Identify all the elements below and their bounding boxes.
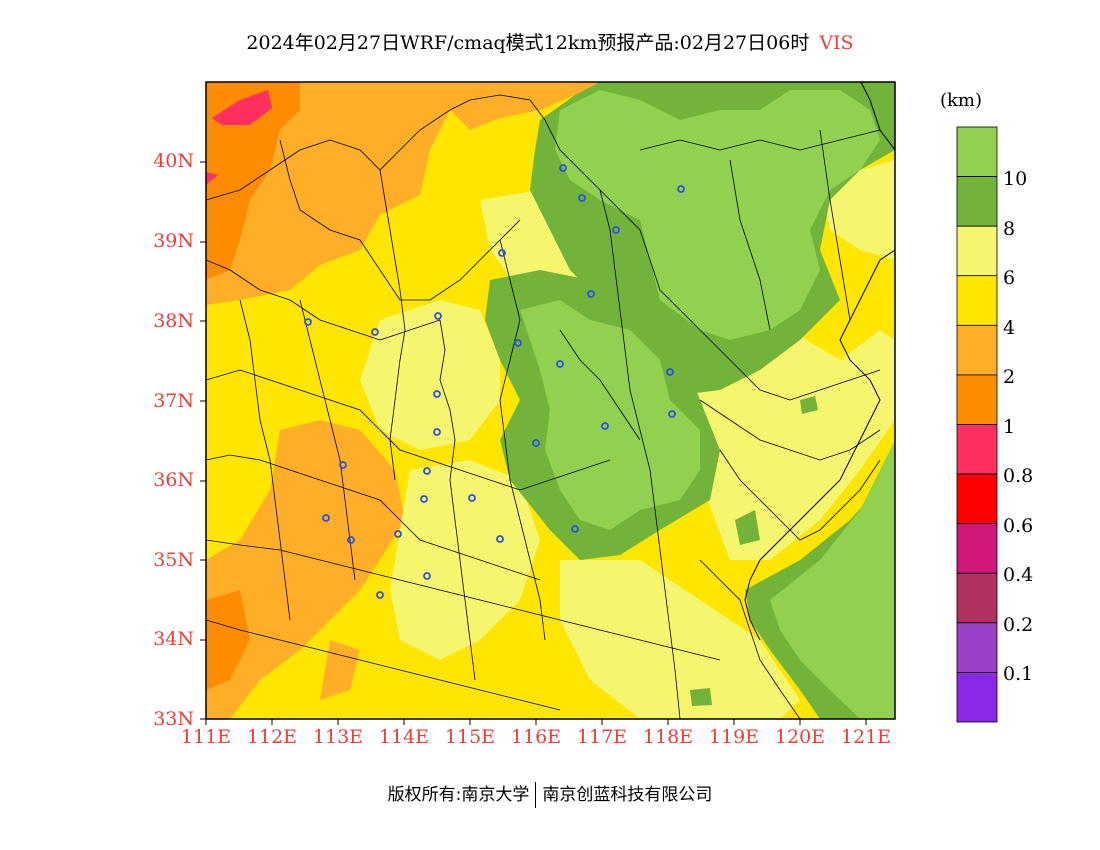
colorbar-label-0-1: 0.1: [1003, 663, 1034, 685]
colorbar-segment: [956, 672, 998, 723]
lon-label-120e: 120E: [774, 726, 826, 748]
lon-label-115e: 115E: [444, 726, 496, 748]
colorbar-segment: [956, 176, 998, 227]
lat-label-33n: 33N: [153, 708, 194, 730]
variable-label: VIS: [819, 32, 854, 54]
colorbar-unit: (km): [940, 90, 983, 111]
lon-label-112e: 112E: [246, 726, 298, 748]
lat-label-40n: 40N: [153, 150, 194, 172]
lat-label-36n: 36N: [153, 469, 194, 491]
colorbar-label-2: 2: [1003, 366, 1016, 388]
colorbar-label-0-2: 0.2: [1003, 614, 1034, 636]
colorbar-label-6: 6: [1003, 267, 1016, 289]
lon-label-111e: 111E: [180, 726, 232, 748]
colorbar-segment: [956, 473, 998, 525]
colorbar-label-1: 1: [1003, 416, 1016, 438]
lat-label-34n: 34N: [153, 628, 194, 650]
colorbar-label-0-6: 0.6: [1003, 515, 1034, 537]
visibility-field: [206, 82, 895, 719]
copyright-company: 南京创蓝科技有限公司: [542, 785, 713, 805]
lon-label-117e: 117E: [576, 726, 628, 748]
colorbar: [956, 126, 998, 723]
colorbar-segment: [956, 523, 998, 574]
city-markers: [304, 164, 685, 599]
lat-label-38n: 38N: [153, 310, 194, 332]
colorbar-label-10: 10: [1003, 168, 1028, 190]
colorbar-segment: [956, 225, 998, 277]
lon-label-116e: 116E: [510, 726, 562, 748]
colorbar-label-4: 4: [1003, 317, 1016, 339]
colorbar-segment: [956, 126, 998, 177]
colorbar-segment: [956, 622, 998, 673]
lon-label-113e: 113E: [312, 726, 364, 748]
map-title: 2024年02月27日WRF/cmaq模式12km预报产品:02月27日06时 V…: [0, 28, 1100, 55]
colorbar-segment: [956, 424, 998, 475]
lat-label-35n: 35N: [153, 549, 194, 571]
axis-ticks: [200, 161, 867, 725]
colorbar-label-0-8: 0.8: [1003, 465, 1034, 487]
colorbar-segment: [956, 324, 998, 376]
lat-label-39n: 39N: [153, 230, 194, 252]
colorbar-label-0-4: 0.4: [1003, 564, 1034, 586]
lat-label-37n: 37N: [153, 390, 194, 412]
colorbar-segment: [956, 572, 998, 624]
copyright-owner: 版权所有:南京大学: [387, 785, 530, 805]
copyright-footer: 版权所有:南京大学 南京创蓝科技有限公司: [0, 780, 1100, 808]
lon-label-121e: 121E: [840, 726, 892, 748]
province-boundaries: [206, 82, 895, 719]
lon-label-118e: 118E: [642, 726, 694, 748]
colorbar-label-8: 8: [1003, 218, 1016, 240]
lon-label-119e: 119E: [708, 726, 760, 748]
colorbar-segment: [956, 374, 998, 425]
footer-divider: [535, 782, 537, 808]
colorbar-segment: [956, 275, 998, 326]
title-text: 2024年02月27日WRF/cmaq模式12km预报产品:02月27日06时: [246, 32, 810, 54]
lon-label-114e: 114E: [378, 726, 430, 748]
